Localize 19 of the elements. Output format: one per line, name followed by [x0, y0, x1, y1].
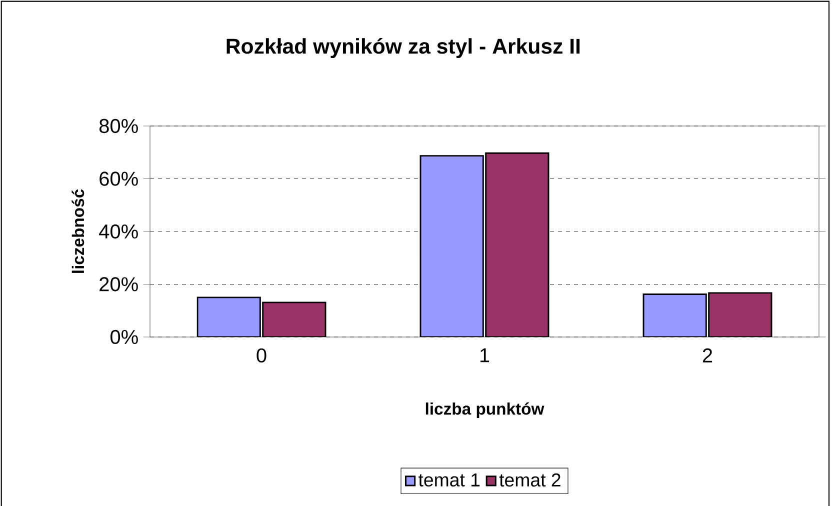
x-tick-label: 2: [702, 348, 712, 362]
y-tick-label: 20%: [100, 277, 138, 292]
bar: [642, 294, 707, 337]
legend-label: temat 1: [418, 473, 480, 487]
bar: [485, 152, 550, 337]
bar: [420, 155, 484, 337]
x-axis-title: liczba punktów: [426, 402, 544, 418]
bar: [262, 302, 326, 337]
chart-title: Rozkład wyników za styl - Arkusz II: [226, 38, 580, 58]
y-tick-label: 60%: [100, 172, 138, 186]
y-tick-label: 80%: [99, 118, 138, 134]
x-tick-label: 0: [256, 348, 266, 363]
y-axis-title: liczebność: [72, 189, 84, 273]
legend-label: temat 2: [499, 473, 560, 487]
x-tick-label: 1: [480, 348, 490, 362]
bar: [708, 292, 772, 337]
y-tick-label: 0%: [110, 330, 138, 344]
y-tick-label: 40%: [99, 224, 138, 239]
bar: [196, 296, 261, 337]
